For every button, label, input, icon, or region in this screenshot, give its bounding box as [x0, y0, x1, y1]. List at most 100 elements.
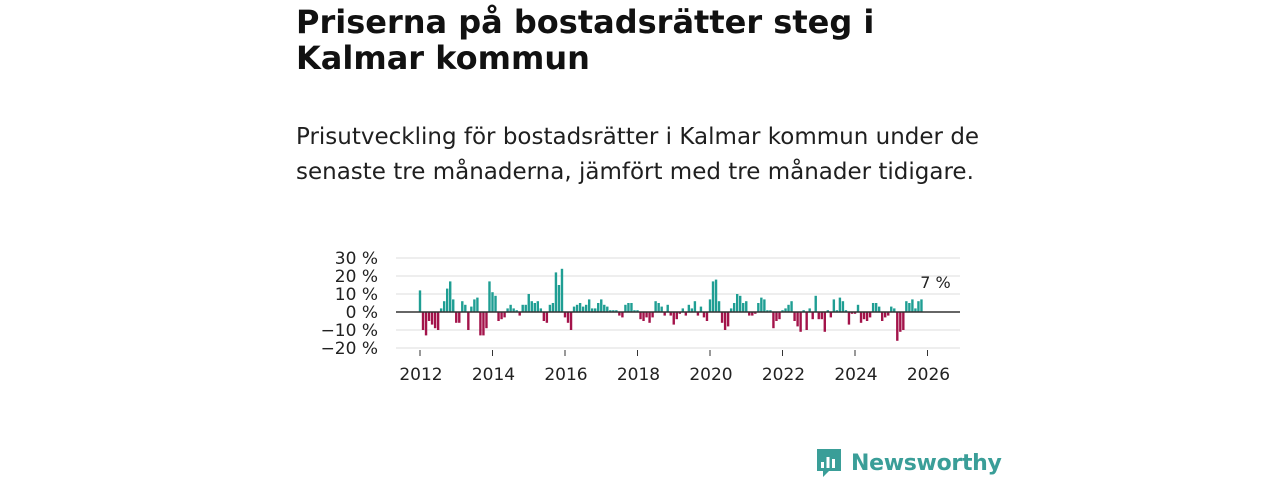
- chart-subtitle: Prisutveckling för bostadsrätter i Kalma…: [296, 124, 980, 185]
- bar: [790, 301, 793, 312]
- bar: [868, 312, 872, 318]
- bar: [672, 312, 675, 325]
- bar: [690, 308, 694, 312]
- bar: [847, 312, 851, 325]
- bar: [811, 312, 814, 320]
- bar: [506, 308, 509, 312]
- x-tick-label: 2022: [762, 365, 805, 385]
- bar: [455, 312, 458, 323]
- brand-logo: Newsworthy: [815, 446, 1002, 480]
- bar: [787, 304, 790, 312]
- gridlines: [396, 257, 960, 349]
- bar: [775, 312, 778, 321]
- bar: [781, 310, 784, 312]
- bar: [675, 312, 678, 320]
- bar: [524, 304, 527, 312]
- bar: [805, 312, 808, 330]
- y-tick-label: 30 %: [335, 249, 378, 269]
- bar: [817, 312, 820, 320]
- y-tick-label: 20 %: [335, 267, 378, 287]
- bar: [467, 312, 470, 330]
- bar: [902, 312, 905, 330]
- bars: [418, 268, 923, 341]
- bar: [639, 312, 642, 320]
- bar: [615, 310, 618, 312]
- bar: [603, 304, 606, 312]
- bar: [563, 312, 567, 318]
- bar: [666, 304, 669, 312]
- bar: [714, 279, 718, 312]
- bar: [479, 312, 482, 336]
- bar: [545, 312, 549, 323]
- bar: [877, 306, 881, 312]
- bar: [769, 310, 772, 312]
- bar: [859, 312, 863, 323]
- bar: [850, 312, 854, 314]
- bar: [633, 310, 636, 312]
- bar: [430, 312, 434, 325]
- bar: [729, 308, 733, 312]
- bar: [893, 308, 896, 312]
- x-axis: 2012 2014 2016 2018 2020 2022 2024 2026: [399, 350, 950, 385]
- bar: [766, 310, 769, 312]
- bar: [442, 301, 446, 312]
- bar: [458, 312, 461, 323]
- x-tick-label: 2016: [544, 365, 587, 385]
- bar: [515, 310, 518, 312]
- bar: [482, 312, 485, 336]
- bar: [684, 312, 688, 316]
- bar: [452, 299, 455, 312]
- bar: [723, 312, 727, 330]
- last-value-label: 7 %: [920, 273, 950, 292]
- bar: [624, 304, 627, 312]
- bar: [488, 281, 491, 312]
- bar: [705, 312, 709, 321]
- bar: [778, 312, 781, 320]
- bar: [699, 306, 703, 312]
- bar: [542, 312, 546, 321]
- y-tick-label: −10 %: [321, 321, 378, 341]
- bar: [657, 303, 660, 312]
- bar: [678, 312, 681, 314]
- bar: [590, 308, 594, 312]
- bar: [518, 312, 521, 316]
- bar: [464, 304, 467, 312]
- bar: [621, 312, 624, 318]
- bar: [793, 312, 796, 321]
- bar: [796, 312, 799, 327]
- bar: [445, 288, 449, 312]
- bar: [696, 312, 700, 316]
- bar: [826, 310, 830, 312]
- bar: [618, 312, 621, 316]
- newsworthy-chart-logo-icon: [817, 449, 841, 477]
- bar: [814, 295, 817, 312]
- bar: [600, 299, 603, 312]
- bar: [512, 308, 515, 312]
- bar: [439, 308, 443, 312]
- bar: [884, 312, 887, 318]
- bar: [509, 304, 512, 312]
- bar: [642, 312, 645, 321]
- bar: [853, 312, 857, 314]
- bar: [533, 303, 536, 312]
- bar: [503, 312, 506, 318]
- bar: [572, 306, 576, 312]
- bar: [754, 312, 757, 314]
- bar: [742, 303, 745, 312]
- bar: [418, 290, 422, 312]
- bar: [844, 310, 848, 312]
- bar: [838, 297, 842, 312]
- bar: [751, 312, 754, 316]
- bar: [491, 292, 494, 312]
- bar: [748, 312, 751, 316]
- bar: [693, 301, 697, 312]
- bar: [832, 299, 836, 312]
- bar: [485, 312, 488, 329]
- chart-title: Priserna på bostadsrätter steg i Kalmar …: [296, 3, 875, 77]
- bar: [536, 301, 540, 312]
- bar: [829, 312, 833, 318]
- bar: [594, 308, 597, 312]
- bar: [920, 299, 923, 312]
- bar: [476, 297, 479, 312]
- bar-chart: −20 %−10 %0 %10 %20 %30 % 2012 2014 2016 20…: [321, 249, 960, 385]
